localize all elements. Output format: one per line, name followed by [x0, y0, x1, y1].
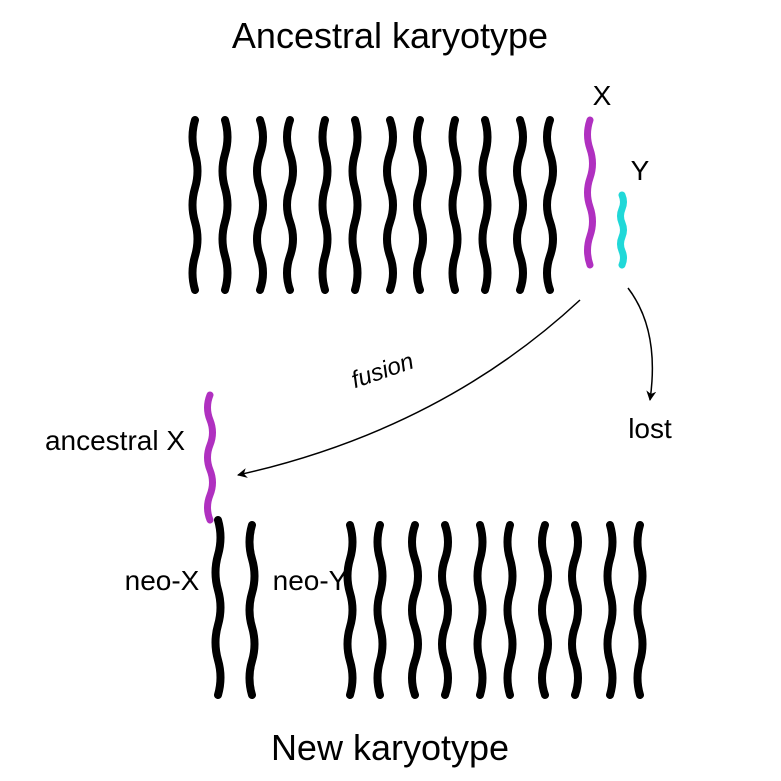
label-y: Y: [631, 155, 650, 186]
title-ancestral: Ancestral karyotype: [232, 15, 548, 56]
ancestral-y-chromosome: [621, 195, 624, 265]
label-neo-x: neo-X: [125, 565, 200, 596]
label-lost: lost: [628, 413, 672, 444]
title-new: New karyotype: [271, 727, 509, 768]
label-x: X: [593, 80, 612, 111]
label-ancestral-x: ancestral X: [45, 425, 185, 456]
label-neo-y: neo-Y: [273, 565, 348, 596]
